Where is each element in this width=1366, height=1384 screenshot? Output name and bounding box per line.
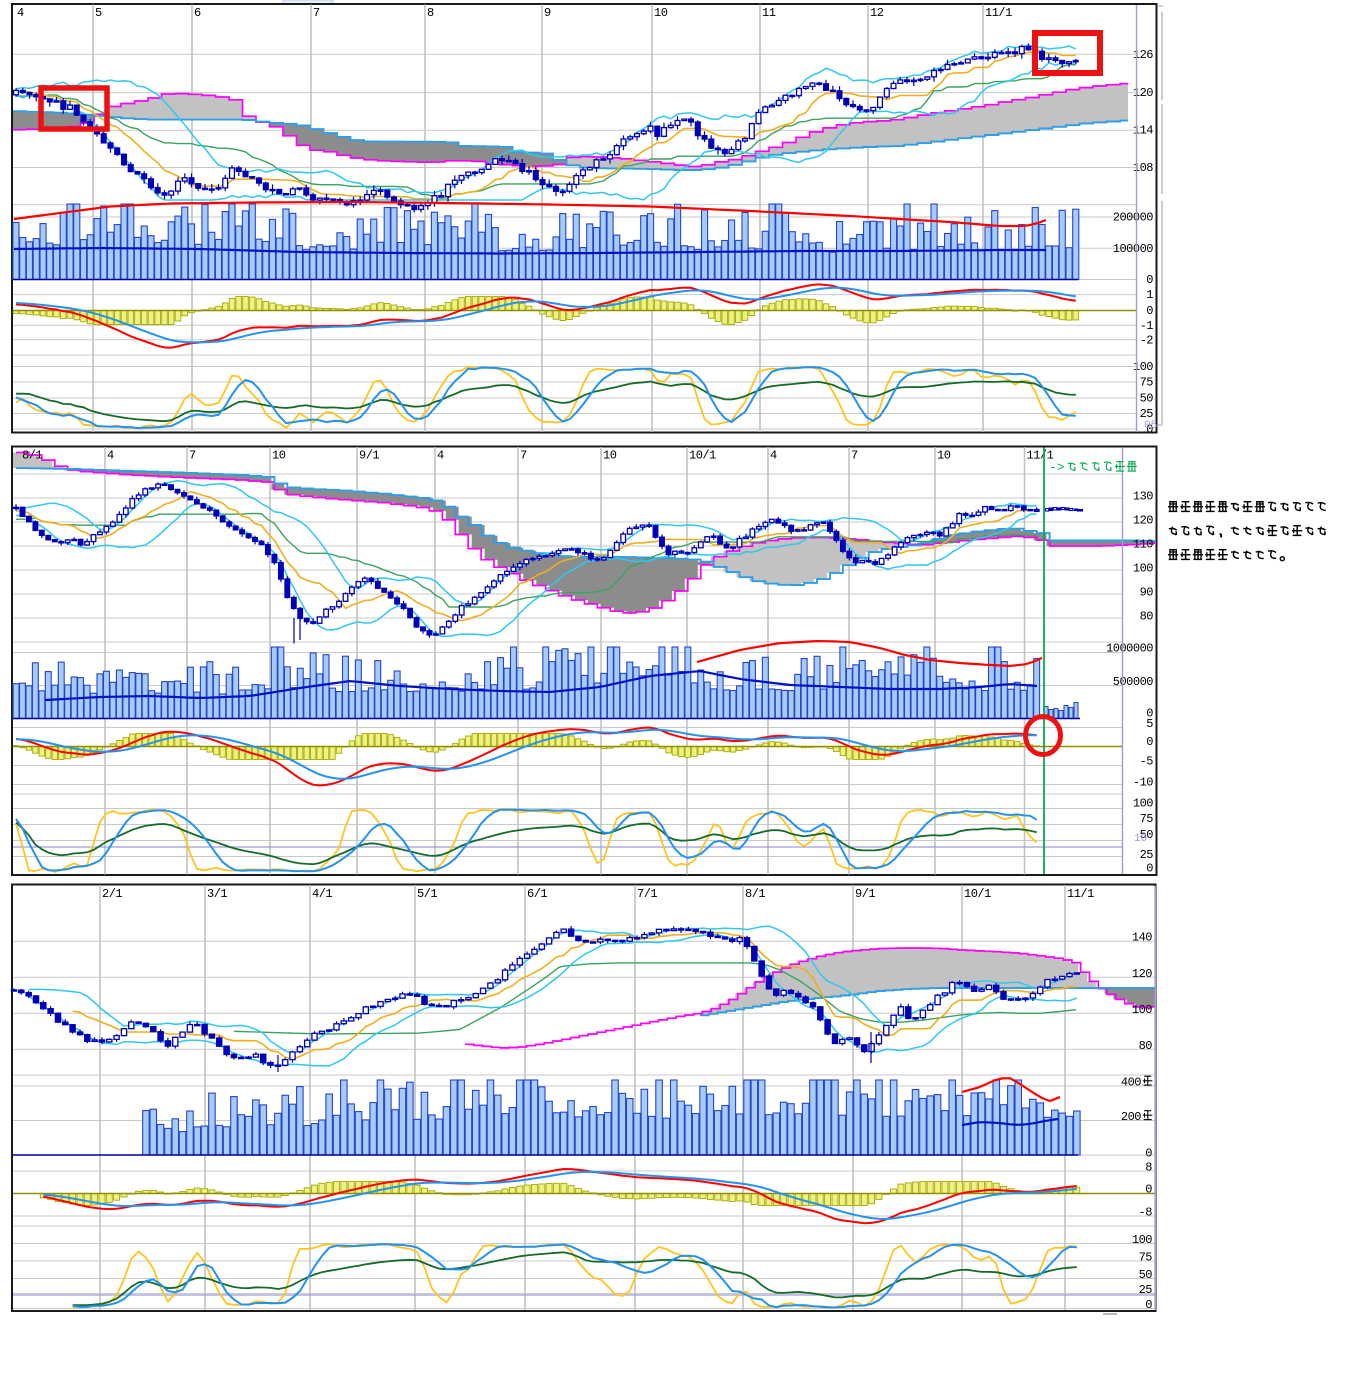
svg-text:10: 10 <box>603 449 617 463</box>
svg-text:50: 50 <box>1139 1268 1153 1282</box>
svg-text:1: 1 <box>1146 288 1153 302</box>
svg-text:100: 100 <box>1132 1233 1152 1247</box>
svg-text:100: 100 <box>1133 360 1153 374</box>
svg-text:7: 7 <box>520 449 527 463</box>
svg-text:-1: -1 <box>1140 319 1154 333</box>
svg-text:4: 4 <box>17 6 24 20</box>
svg-text:10: 10 <box>272 449 286 463</box>
svg-text:140: 140 <box>1132 931 1152 945</box>
svg-text:7/1: 7/1 <box>637 887 657 901</box>
svg-text:114: 114 <box>1133 124 1153 138</box>
svg-text:11/1: 11/1 <box>1067 887 1094 901</box>
svg-text:10: 10 <box>1134 833 1147 845</box>
svg-text:80: 80 <box>1139 1039 1153 1053</box>
svg-text:75: 75 <box>1140 812 1154 826</box>
svg-text:10: 10 <box>937 449 951 463</box>
svg-text:0: 0 <box>1145 1183 1152 1197</box>
svg-text:4: 4 <box>770 449 777 463</box>
svg-text:25: 25 <box>1139 1283 1153 1297</box>
svg-text:11: 11 <box>762 6 776 20</box>
svg-text:8/1: 8/1 <box>745 887 765 901</box>
svg-text:5: 5 <box>95 6 102 20</box>
svg-text:8/1: 8/1 <box>22 449 42 463</box>
svg-text:100: 100 <box>1133 797 1153 811</box>
svg-text:-2: -2 <box>1140 334 1154 348</box>
svg-text:0: 0 <box>1146 735 1153 749</box>
svg-text:110: 110 <box>1133 538 1153 552</box>
svg-text:25: 25 <box>1140 407 1154 421</box>
svg-text:8: 8 <box>427 6 434 20</box>
svg-text:0: 0 <box>1146 707 1153 721</box>
svg-text:0: 0 <box>1146 304 1153 318</box>
svg-text:4: 4 <box>437 449 444 463</box>
svg-text:3/1: 3/1 <box>207 887 227 901</box>
svg-text:-8: -8 <box>1139 1206 1153 1220</box>
svg-text:120: 120 <box>1132 967 1152 981</box>
svg-text:9/1: 9/1 <box>855 887 875 901</box>
svg-text:05: 05 <box>1144 420 1157 432</box>
svg-text:0: 0 <box>1145 1298 1152 1312</box>
svg-text:120: 120 <box>1133 86 1153 100</box>
svg-text:8: 8 <box>1145 1161 1152 1175</box>
svg-text:12: 12 <box>870 6 884 20</box>
svg-text:9/1: 9/1 <box>359 449 379 463</box>
svg-text:75: 75 <box>1139 1251 1153 1265</box>
svg-text:130: 130 <box>1133 490 1153 504</box>
svg-text:10: 10 <box>654 6 668 20</box>
svg-text:25: 25 <box>1140 848 1154 862</box>
svg-text:6: 6 <box>194 6 201 20</box>
svg-text:120: 120 <box>1133 514 1153 528</box>
svg-text:2/1: 2/1 <box>102 887 122 901</box>
svg-text:200000: 200000 <box>1113 211 1154 225</box>
svg-text:-5: -5 <box>1140 755 1154 769</box>
svg-text:4/1: 4/1 <box>312 887 332 901</box>
svg-text:1000000: 1000000 <box>1106 642 1153 656</box>
svg-text:7: 7 <box>313 6 320 20</box>
svg-text:500000: 500000 <box>1113 675 1154 689</box>
svg-text:7: 7 <box>851 449 858 463</box>
svg-text:9: 9 <box>544 6 551 20</box>
svg-text:4: 4 <box>107 449 114 463</box>
svg-text:11/1: 11/1 <box>1027 449 1054 463</box>
svg-text:5: 5 <box>1146 717 1153 731</box>
svg-text:10/1: 10/1 <box>964 887 991 901</box>
svg-text:126: 126 <box>1133 48 1153 62</box>
svg-text:100: 100 <box>1133 562 1153 576</box>
svg-text:0: 0 <box>1146 862 1153 876</box>
svg-text:0: 0 <box>1146 273 1153 287</box>
svg-text:100000: 100000 <box>1113 242 1154 256</box>
svg-text:200: 200 <box>1121 1110 1141 1124</box>
svg-text:100: 100 <box>1132 1003 1152 1017</box>
svg-text:10/1: 10/1 <box>689 449 716 463</box>
svg-text:75: 75 <box>1140 376 1154 390</box>
svg-text:400: 400 <box>1121 1076 1141 1090</box>
svg-text:11/1: 11/1 <box>985 6 1012 20</box>
svg-text:108: 108 <box>1133 161 1153 175</box>
svg-text:0: 0 <box>1145 1147 1152 1161</box>
svg-text:->: -> <box>1049 460 1065 475</box>
svg-text:6/1: 6/1 <box>527 887 547 901</box>
svg-text:0: 0 <box>1146 423 1153 437</box>
svg-text:5/1: 5/1 <box>417 887 437 901</box>
svg-text:50: 50 <box>1140 392 1154 406</box>
svg-text:-10: -10 <box>1133 776 1153 790</box>
svg-text:90: 90 <box>1140 586 1154 600</box>
svg-text:50: 50 <box>1140 828 1154 842</box>
svg-text:7: 7 <box>189 449 196 463</box>
svg-text:80: 80 <box>1140 610 1154 624</box>
